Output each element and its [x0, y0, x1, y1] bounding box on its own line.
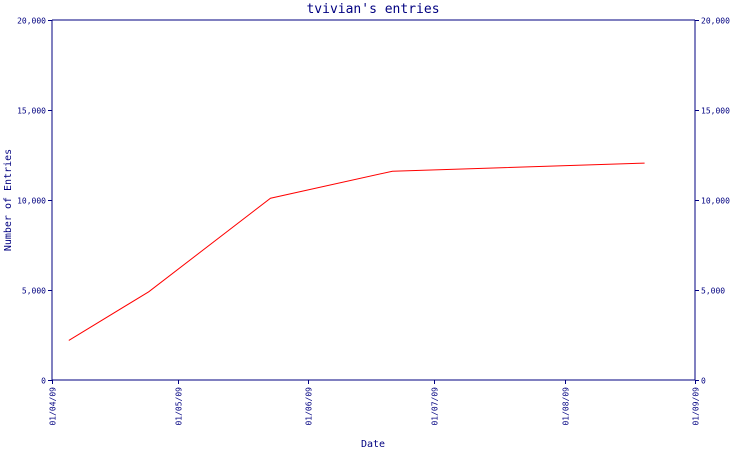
y-right-tick-label: 5,000	[701, 287, 725, 296]
y-axis-left-ticks: 0 5,000 10,000 15,000 20,000	[17, 17, 52, 386]
x-axis-title: Date	[361, 439, 385, 450]
y-axis-title: Number of Entries	[3, 149, 14, 251]
chart-title: tvivian's entries	[306, 2, 439, 17]
y-right-tick-label: 20,000	[701, 17, 730, 26]
x-tick-label: 01/07/09	[431, 387, 440, 426]
x-tick-label: 01/08/09	[562, 387, 571, 426]
y-left-tick-label: 5,000	[22, 287, 46, 296]
series-layer	[68, 162, 645, 341]
y-left-tick-label: 15,000	[17, 107, 46, 116]
y-right-tick-label: 0	[701, 377, 706, 386]
y-right-tick-label: 15,000	[701, 107, 730, 116]
y-left-tick-label: 20,000	[17, 17, 46, 26]
x-tick-label: 01/09/09	[692, 387, 701, 426]
y-axis-right-ticks: 0 5,000 10,000 15,000 20,000	[695, 17, 730, 386]
series-line	[68, 162, 645, 341]
x-tick-label: 01/06/09	[305, 387, 314, 426]
x-axis-ticks: 01/04/09 01/05/09 01/06/09 01/07/09 01/08/09…	[49, 380, 701, 426]
y-left-tick-label: 0	[41, 377, 46, 386]
y-left-tick-label: 10,000	[17, 197, 46, 206]
y-right-tick-label: 10,000	[701, 197, 730, 206]
x-tick-label: 01/04/09	[49, 387, 58, 426]
x-tick-label: 01/05/09	[175, 387, 184, 426]
